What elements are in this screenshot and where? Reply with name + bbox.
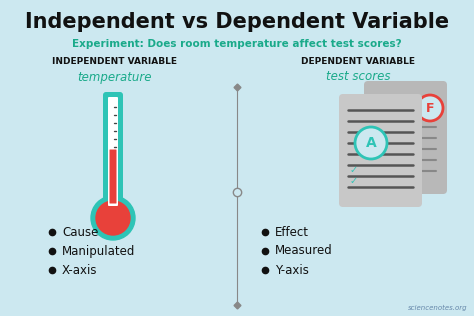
Text: Experiment: Does room temperature affect test scores?: Experiment: Does room temperature affect…	[72, 39, 402, 49]
Circle shape	[96, 201, 130, 235]
Circle shape	[417, 95, 443, 121]
Text: INDEPENDENT VARIABLE: INDEPENDENT VARIABLE	[53, 58, 177, 66]
FancyBboxPatch shape	[339, 94, 422, 207]
Text: Measured: Measured	[275, 245, 333, 258]
Text: Y-axis: Y-axis	[275, 264, 309, 276]
Text: A: A	[365, 136, 376, 150]
FancyBboxPatch shape	[103, 92, 123, 211]
Text: F: F	[426, 101, 434, 114]
Text: Manipulated: Manipulated	[62, 245, 136, 258]
Text: temperature: temperature	[78, 70, 152, 83]
Text: ✓: ✓	[350, 176, 358, 186]
FancyBboxPatch shape	[109, 149, 117, 204]
Text: DEPENDENT VARIABLE: DEPENDENT VARIABLE	[301, 58, 415, 66]
Text: test scores: test scores	[326, 70, 390, 83]
Text: Independent vs Dependent Variable: Independent vs Dependent Variable	[25, 12, 449, 32]
Text: Cause: Cause	[62, 226, 99, 239]
Text: ✓: ✓	[350, 165, 358, 175]
Text: sciencenotes.org: sciencenotes.org	[409, 305, 468, 311]
FancyBboxPatch shape	[364, 81, 447, 194]
FancyBboxPatch shape	[108, 97, 118, 206]
Text: X-axis: X-axis	[62, 264, 98, 276]
Circle shape	[91, 196, 135, 240]
Circle shape	[355, 127, 387, 159]
Text: Effect: Effect	[275, 226, 309, 239]
